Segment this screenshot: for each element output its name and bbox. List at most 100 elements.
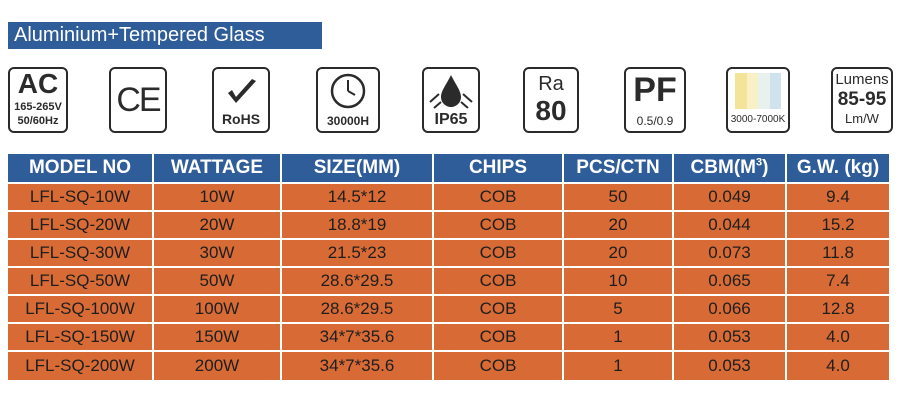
table-row: LFL-SQ-10W 10W 14.5*12 COB 50 0.049 9.4 [8, 184, 889, 212]
cell-pcs-ctn: 20 [564, 240, 674, 268]
table-body: LFL-SQ-10W 10W 14.5*12 COB 50 0.049 9.4 LFL-SQ-… [8, 184, 889, 380]
cell-size: 18.8*19 [282, 212, 434, 240]
swatch-warm [735, 73, 747, 109]
cell-cbm: 0.053 [674, 352, 787, 380]
cell-cbm: 0.066 [674, 296, 787, 324]
cell-model-no: LFL-SQ-50W [8, 268, 154, 296]
ac-voltage-badge: AC 165-265V 50/60Hz [8, 67, 68, 133]
ra-badge: Ra 80 [523, 67, 579, 133]
cell-size: 34*7*35.6 [282, 352, 434, 380]
cell-chips: COB [434, 352, 564, 380]
cell-gross-weight: 11.8 [787, 240, 889, 268]
table-row: LFL-SQ-30W 30W 21.5*23 COB 20 0.073 11.8 [8, 240, 889, 268]
cell-chips: COB [434, 184, 564, 212]
swatch-neutral [746, 73, 758, 109]
specification-table: MODEL NO WATTAGE SIZE(MM) CHIPS PCS/CTN … [8, 154, 889, 380]
cell-wattage: 10W [154, 184, 282, 212]
cell-chips: COB [434, 268, 564, 296]
clock-icon [330, 73, 366, 109]
ip-rating-label: IP65 [434, 111, 468, 128]
cell-wattage: 200W [154, 352, 282, 380]
cell-gross-weight: 7.4 [787, 268, 889, 296]
cell-size: 28.6*29.5 [282, 268, 434, 296]
cell-wattage: 150W [154, 324, 282, 352]
cell-cbm: 0.044 [674, 212, 787, 240]
header-pcs-ctn: PCS/CTN [564, 154, 674, 184]
rohs-badge: RoHS [212, 67, 270, 133]
cell-size: 34*7*35.6 [282, 324, 434, 352]
color-temperature-badge: 3000-7000K [726, 67, 790, 133]
cell-pcs-ctn: 20 [564, 212, 674, 240]
pf-value: 0.5/0.9 [636, 114, 674, 128]
cell-cbm: 0.073 [674, 240, 787, 268]
header-chips: CHIPS [434, 154, 564, 184]
color-temperature-label: 3000-7000K [730, 114, 786, 125]
cell-size: 28.6*29.5 [282, 296, 434, 324]
cell-gross-weight: 9.4 [787, 184, 889, 212]
header-cbm-superscript: 3 [755, 156, 763, 169]
header-cbm: CBM(M3) [674, 154, 787, 184]
lumens-label: Lumens [835, 71, 889, 88]
cell-gross-weight: 4.0 [787, 352, 889, 380]
cell-wattage: 20W [154, 212, 282, 240]
cell-model-no: LFL-SQ-150W [8, 324, 154, 352]
table-row: LFL-SQ-200W 200W 34*7*35.6 COB 1 0.053 4.0 [8, 352, 889, 380]
cell-gross-weight: 12.8 [787, 296, 889, 324]
cell-gross-weight: 15.2 [787, 212, 889, 240]
cell-size: 14.5*12 [282, 184, 434, 212]
cell-wattage: 50W [154, 268, 282, 296]
cell-model-no: LFL-SQ-30W [8, 240, 154, 268]
rohs-label: RoHS [221, 111, 261, 127]
cell-chips: COB [434, 296, 564, 324]
cell-model-no: LFL-SQ-100W [8, 296, 154, 324]
lumens-unit: Lm/W [845, 111, 879, 126]
ac-frequency: 50/60Hz [17, 115, 59, 127]
header-gross-weight: G.W. (kg) [787, 154, 889, 184]
cell-model-no: LFL-SQ-20W [8, 212, 154, 240]
ac-label: AC [17, 68, 59, 99]
ip-rating-badge: IP65 [422, 67, 480, 133]
cell-pcs-ctn: 1 [564, 324, 674, 352]
cell-model-no: LFL-SQ-10W [8, 184, 154, 212]
cell-pcs-ctn: 5 [564, 296, 674, 324]
pf-label: PF [633, 71, 677, 109]
cell-chips: COB [434, 240, 564, 268]
ac-voltage-range: 165-265V [14, 101, 62, 113]
ce-mark-icon: CE [116, 81, 161, 119]
header-model-no: MODEL NO [8, 154, 154, 184]
header-wattage: WATTAGE [154, 154, 282, 184]
ra-label: Ra [538, 73, 564, 95]
table-header-row: MODEL NO WATTAGE SIZE(MM) CHIPS PCS/CTN … [8, 154, 889, 184]
lumens-value: 85-95 [837, 89, 887, 110]
cell-wattage: 30W [154, 240, 282, 268]
lumens-badge: Lumens 85-95 Lm/W [831, 67, 893, 133]
header-size: SIZE(MM) [282, 154, 434, 184]
material-banner: Aluminium+Tempered Glass [8, 22, 322, 49]
cell-size: 21.5*23 [282, 240, 434, 268]
cell-pcs-ctn: 1 [564, 352, 674, 380]
material-banner-text: Aluminium+Tempered Glass [14, 24, 265, 46]
color-temperature-swatches [735, 73, 781, 109]
lifespan-badge: 30000H [316, 67, 380, 133]
ce-badge: CE [109, 67, 167, 133]
cell-cbm: 0.053 [674, 324, 787, 352]
swatch-cool [769, 73, 781, 109]
table-row: LFL-SQ-50W 50W 28.6*29.5 COB 10 0.065 7.4 [8, 268, 889, 296]
water-drop-icon [429, 75, 473, 109]
power-factor-badge: PF 0.5/0.9 [624, 67, 686, 133]
lifespan-label: 30000H [326, 114, 370, 128]
header-cbm-close: ) [762, 157, 769, 178]
cell-gross-weight: 4.0 [787, 324, 889, 352]
table-row: LFL-SQ-20W 20W 18.8*19 COB 20 0.044 15.2 [8, 212, 889, 240]
table-row: LFL-SQ-100W 100W 28.6*29.5 COB 5 0.066 12.8 [8, 296, 889, 324]
ra-value: 80 [535, 95, 567, 126]
cell-wattage: 100W [154, 296, 282, 324]
cell-cbm: 0.065 [674, 268, 787, 296]
header-cbm-text: CBM(M [690, 157, 756, 178]
cell-pcs-ctn: 10 [564, 268, 674, 296]
table-row: LFL-SQ-150W 150W 34*7*35.6 COB 1 0.053 4.0 [8, 324, 889, 352]
cell-cbm: 0.049 [674, 184, 787, 212]
checkmark-icon [228, 79, 256, 103]
cell-model-no: LFL-SQ-200W [8, 352, 154, 380]
cell-pcs-ctn: 50 [564, 184, 674, 212]
